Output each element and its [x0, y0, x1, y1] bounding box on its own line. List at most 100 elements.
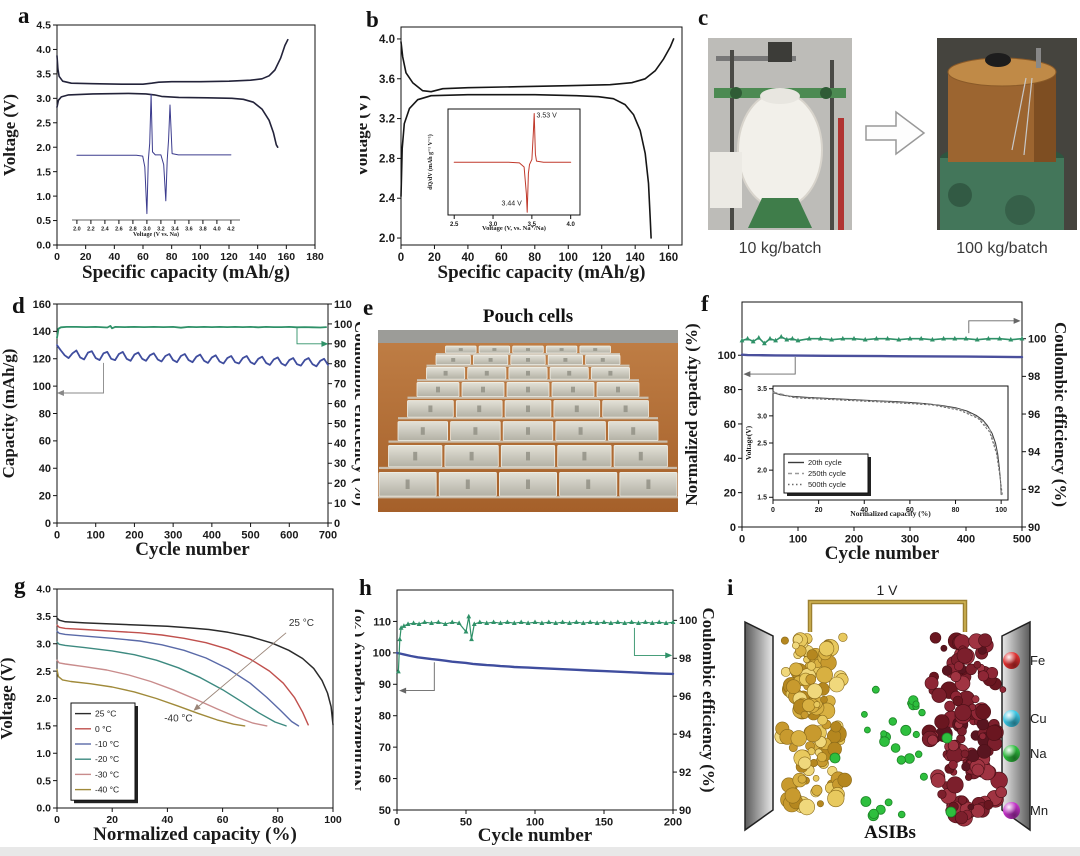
svg-text:50: 50 — [379, 805, 391, 817]
svg-text:120: 120 — [33, 354, 51, 366]
svg-text:3.6: 3.6 — [379, 74, 395, 86]
svg-text:3.5: 3.5 — [757, 386, 767, 393]
svg-text:2.0: 2.0 — [757, 468, 767, 475]
pouch-cells-title: Pouch cells — [482, 306, 574, 327]
svg-text:100: 100 — [1028, 334, 1046, 346]
svg-text:110: 110 — [334, 299, 352, 311]
svg-text:0: 0 — [394, 816, 400, 828]
svg-text:200: 200 — [664, 816, 682, 828]
svg-text:160: 160 — [659, 252, 678, 264]
svg-text:4.0: 4.0 — [36, 584, 51, 596]
svg-text:60: 60 — [137, 251, 149, 263]
svg-text:50: 50 — [460, 816, 472, 828]
svg-text:20: 20 — [80, 251, 92, 263]
svg-text:1.0: 1.0 — [36, 191, 51, 203]
svg-text:2.5: 2.5 — [36, 117, 51, 129]
svg-text:Voltage(V): Voltage(V) — [744, 425, 753, 460]
chart-temperature-g: 0 20 40 60 80 100 0.0 0.5 1.0 1.5 2.0 2.5 3.0 3.5 4.0 N… — [0, 584, 342, 845]
svg-text:0: 0 — [334, 518, 340, 530]
svg-text:Specific capacity (mAh/g): Specific capacity (mAh/g) — [438, 262, 646, 283]
svg-text:500: 500 — [1013, 533, 1031, 545]
svg-text:3.4: 3.4 — [171, 227, 180, 233]
svg-text:1.5: 1.5 — [36, 166, 51, 178]
panel-c: c 10 kg/batch 100 kg/batch — [690, 0, 1080, 290]
chart-cycling-f: 0 100 200 300 400 500020406080100909294969810… — [685, 301, 1070, 564]
panel-d: d 0 100 200 300 400 500 600 700 0 20 40 60 80 100 120 1… — [0, 290, 360, 570]
svg-text:4.0: 4.0 — [36, 44, 51, 56]
svg-text:0.0: 0.0 — [36, 803, 51, 815]
svg-text:40: 40 — [860, 507, 868, 514]
svg-text:300: 300 — [164, 529, 182, 541]
panel-b: b 0 20 40 60 80 100 120 140 160 2.0 2.4 2.8 3.2 3.6 4.… — [360, 0, 690, 290]
svg-text:20: 20 — [39, 490, 51, 502]
svg-text:100: 100 — [718, 350, 736, 362]
svg-text:20: 20 — [428, 252, 441, 264]
svg-text:2.0: 2.0 — [36, 693, 51, 705]
svg-text:92: 92 — [1028, 484, 1040, 496]
svg-text:Normalized capacity (%): Normalized capacity (%) — [685, 323, 701, 505]
svg-text:2.8: 2.8 — [379, 153, 396, 165]
svg-text:20: 20 — [106, 814, 118, 826]
svg-text:80: 80 — [724, 384, 736, 396]
svg-text:2.4: 2.4 — [101, 227, 110, 233]
svg-text:100: 100 — [679, 615, 697, 627]
legend-label-mn: Mn — [1030, 803, 1049, 818]
svg-text:140: 140 — [626, 252, 645, 264]
svg-text:dQ/dV (mAh g⁻¹ V⁻¹): dQ/dV (mAh g⁻¹ V⁻¹) — [427, 134, 434, 190]
batch-label-large: 100 kg/batch — [956, 240, 1048, 257]
svg-text:0: 0 — [54, 814, 60, 826]
svg-text:Specific capacity (mAh/g): Specific capacity (mAh/g) — [82, 262, 290, 283]
svg-text:120: 120 — [220, 251, 238, 263]
svg-text:1.5: 1.5 — [36, 721, 51, 733]
svg-text:Normalized capacity (%): Normalized capacity (%) — [355, 609, 365, 791]
svg-text:100: 100 — [789, 533, 807, 545]
legend-item-fe: Fe — [1003, 652, 1045, 669]
svg-text:-20 °C: -20 °C — [95, 754, 119, 764]
svg-text:100: 100 — [334, 319, 352, 331]
svg-text:0: 0 — [54, 251, 60, 263]
svg-text:Cycle number: Cycle number — [135, 539, 250, 560]
svg-text:600: 600 — [280, 529, 298, 541]
svg-text:0.0: 0.0 — [36, 240, 51, 252]
svg-text:1.0: 1.0 — [36, 748, 51, 760]
na-sphere-icon — [1003, 745, 1020, 762]
svg-text:80: 80 — [272, 814, 284, 826]
svg-text:Voltage (V, vs. Na⁺/Na): Voltage (V, vs. Na⁺/Na) — [482, 225, 546, 232]
svg-text:160: 160 — [33, 299, 51, 311]
svg-text:96: 96 — [679, 691, 691, 703]
svg-text:400: 400 — [957, 533, 975, 545]
panel-letter-a: a — [18, 3, 30, 28]
panel-letter-g: g — [14, 573, 26, 598]
svg-text:3.0: 3.0 — [143, 227, 151, 233]
svg-text:0: 0 — [54, 529, 60, 541]
svg-text:Coulombic efficiency (%): Coulombic efficiency (%) — [699, 607, 715, 792]
svg-text:80: 80 — [166, 251, 178, 263]
svg-text:80: 80 — [334, 359, 346, 371]
legend-label-fe: Fe — [1030, 653, 1046, 668]
svg-text:20: 20 — [334, 478, 346, 490]
svg-text:Normalized capacity (%): Normalized capacity (%) — [93, 824, 297, 845]
reactor-photos — [708, 38, 1077, 230]
svg-text:40: 40 — [162, 814, 174, 826]
svg-text:60: 60 — [217, 814, 229, 826]
svg-text:80: 80 — [379, 711, 391, 723]
svg-text:98: 98 — [679, 653, 691, 665]
legend-item-na: Na — [1003, 745, 1047, 762]
svg-text:120: 120 — [592, 252, 611, 264]
panel-letter-i: i — [727, 575, 734, 600]
svg-text:30: 30 — [334, 458, 346, 470]
svg-text:4.0: 4.0 — [213, 227, 221, 233]
svg-text:80: 80 — [528, 252, 541, 264]
svg-text:3.0: 3.0 — [36, 638, 51, 650]
svg-text:Voltage (V vs. Na): Voltage (V vs. Na) — [133, 231, 179, 238]
panel-letter-h: h — [359, 575, 372, 600]
panel-a: a 0 20 40 60 80 100 120 140 160 180 0.0 0.5 1.0 1.5 2.… — [0, 0, 360, 290]
svg-text:3.8: 3.8 — [199, 227, 207, 233]
svg-text:60: 60 — [379, 773, 391, 785]
panel-letter-c: c — [698, 5, 709, 30]
svg-text:2.8: 2.8 — [129, 227, 137, 233]
svg-text:Coulombic efficiency (%): Coulombic efficiency (%) — [1051, 322, 1070, 507]
svg-text:0.5: 0.5 — [36, 775, 51, 787]
svg-text:2.0: 2.0 — [73, 227, 81, 233]
